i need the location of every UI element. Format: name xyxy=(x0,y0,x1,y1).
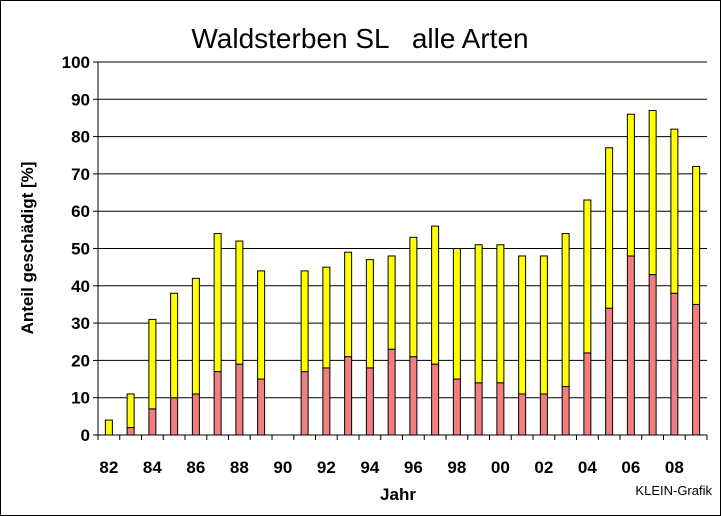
bar-segment-93-s2 xyxy=(344,251,353,358)
bar-segment-94-s2 xyxy=(365,259,374,369)
bar-segment-92-s1 xyxy=(322,367,331,436)
bar-segment-00-s2 xyxy=(496,244,505,384)
bar-segment-04-s1 xyxy=(583,352,592,436)
x-tick-label: 84 xyxy=(143,458,162,477)
y-tick-label: 30 xyxy=(71,314,90,333)
bar-segment-85-s2 xyxy=(170,292,179,399)
y-tick-labels: 0 10 20 30 40 50 60 70 80 90 100 xyxy=(62,53,90,445)
bar-segment-91-s2 xyxy=(300,270,309,373)
x-axis-label: Jahr xyxy=(380,485,416,504)
y-tick-label: 100 xyxy=(62,53,90,72)
bar-segment-08-s1 xyxy=(670,292,679,436)
bar-segment-96-s1 xyxy=(409,356,418,436)
bar-segment-02-s1 xyxy=(539,393,548,436)
bar-segment-08-s2 xyxy=(670,128,679,294)
bar-segment-04-s2 xyxy=(583,199,592,354)
bar-segment-86-s2 xyxy=(191,277,200,395)
bar-segment-92-s2 xyxy=(322,266,331,369)
x-tick-label: 82 xyxy=(99,458,118,477)
x-tick-labels: 82 84 86 88 90 92 94 96 98 00 02 04 06 08 xyxy=(99,458,683,477)
bar-segment-95-s1 xyxy=(387,348,396,436)
x-tick-label: 86 xyxy=(186,458,205,477)
bar-segment-05-s1 xyxy=(605,307,614,436)
bar-segment-09-s2 xyxy=(692,165,701,305)
x-tick-label: 96 xyxy=(404,458,423,477)
bar-segment-05-s2 xyxy=(605,147,614,309)
bar-segment-83-s2 xyxy=(126,393,135,429)
x-tick-label: 90 xyxy=(273,458,292,477)
x-tick-label: 08 xyxy=(665,458,684,477)
bars xyxy=(104,109,701,436)
bar-segment-96-s2 xyxy=(409,236,418,358)
bar-segment-01-s1 xyxy=(518,393,527,436)
bar-segment-84-s1 xyxy=(148,408,157,436)
bar-segment-09-s1 xyxy=(692,303,701,436)
bar-segment-93-s1 xyxy=(344,356,353,436)
bar-segment-87-s1 xyxy=(213,371,222,436)
bar-segment-99-s2 xyxy=(474,244,483,384)
axes xyxy=(93,61,708,440)
bar-segment-07-s1 xyxy=(648,274,657,436)
bar-segment-82-s2 xyxy=(104,419,113,436)
bar-segment-85-s1 xyxy=(170,397,179,436)
bar-segment-03-s2 xyxy=(561,233,570,388)
y-tick-label: 80 xyxy=(71,128,90,147)
x-tick-label: 02 xyxy=(534,458,553,477)
bar-segment-89-s2 xyxy=(257,270,266,380)
bar-segment-91-s1 xyxy=(300,371,309,436)
grid xyxy=(98,61,707,399)
credit-label: KLEIN-Grafik xyxy=(635,483,712,498)
bar-segment-86-s1 xyxy=(191,393,200,436)
bar-segment-98-s1 xyxy=(452,378,461,436)
bar-segment-06-s2 xyxy=(626,113,635,257)
y-tick-label: 90 xyxy=(71,90,90,109)
bar-segment-84-s2 xyxy=(148,318,157,410)
x-tick-label: 06 xyxy=(621,458,640,477)
bar-segment-95-s2 xyxy=(387,255,396,350)
bar-segment-97-s1 xyxy=(431,363,440,436)
chart-title: Waldsterben SL alle Arten xyxy=(191,23,528,54)
x-tick-label: 94 xyxy=(360,458,379,477)
bar-segment-88-s2 xyxy=(235,240,244,365)
bar-segment-00-s1 xyxy=(496,382,505,436)
bar-segment-88-s1 xyxy=(235,363,244,436)
bar-segment-01-s2 xyxy=(518,255,527,395)
y-tick-label: 40 xyxy=(71,277,90,296)
y-tick-label: 50 xyxy=(71,240,90,259)
bar-segment-97-s2 xyxy=(431,225,440,365)
x-tick-label: 98 xyxy=(447,458,466,477)
bar-segment-94-s1 xyxy=(365,367,374,436)
bar-segment-83-s1 xyxy=(126,427,135,436)
x-tick-label: 92 xyxy=(317,458,336,477)
y-tick-label: 20 xyxy=(71,351,90,370)
x-tick-label: 00 xyxy=(491,458,510,477)
y-tick-label: 70 xyxy=(71,165,90,184)
bar-segment-98-s2 xyxy=(452,248,461,380)
bar-segment-07-s2 xyxy=(648,109,657,276)
bar-segment-89-s1 xyxy=(257,378,266,436)
bar-segment-87-s2 xyxy=(213,233,222,373)
y-tick-label: 0 xyxy=(81,426,90,445)
bar-segment-06-s1 xyxy=(626,255,635,436)
bar-segment-02-s2 xyxy=(539,255,548,395)
bar-segment-99-s1 xyxy=(474,382,483,436)
x-tick-label: 04 xyxy=(578,458,597,477)
bar-segment-03-s1 xyxy=(561,386,570,436)
x-tick-label: 88 xyxy=(230,458,249,477)
y-tick-label: 60 xyxy=(71,202,90,221)
y-tick-label: 10 xyxy=(71,389,90,408)
y-axis-label: Anteil geschädigt [%] xyxy=(18,162,37,335)
